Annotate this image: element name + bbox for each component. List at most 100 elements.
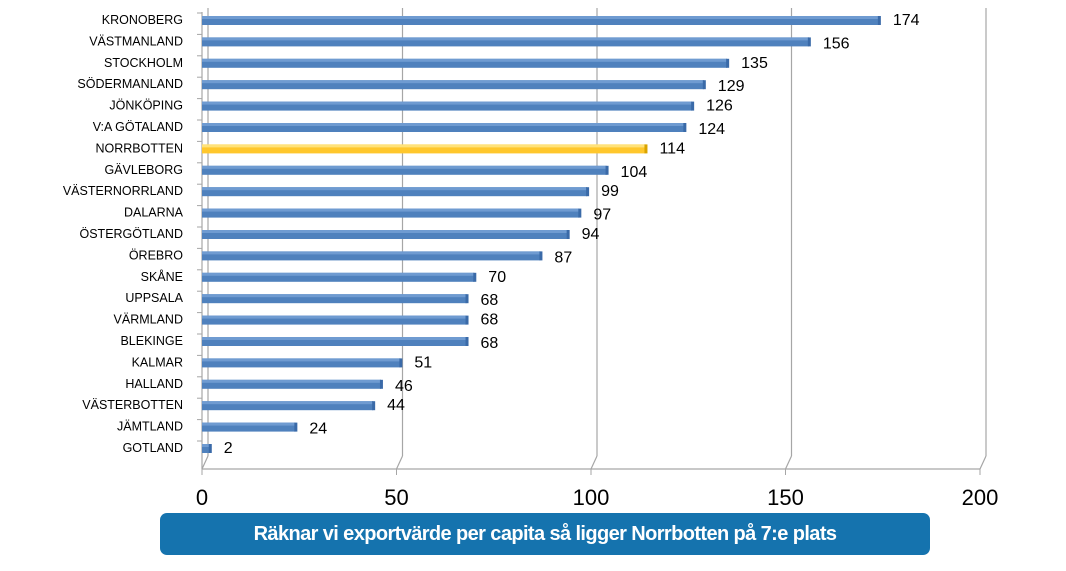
- bar: [202, 379, 381, 389]
- category-label: VÄSTMANLAND: [89, 34, 183, 48]
- floor-line: [395, 455, 404, 470]
- data-label: 24: [309, 421, 327, 438]
- bar-highlight: [202, 187, 588, 191]
- data-label: 70: [488, 269, 506, 286]
- bar: [202, 294, 467, 304]
- bar-end: [877, 16, 881, 25]
- data-label: 97: [593, 207, 611, 224]
- bar-end: [586, 187, 590, 197]
- bar-highlight: [202, 358, 401, 362]
- bar-highlight: [202, 80, 704, 84]
- bar: [202, 251, 541, 261]
- bar: [202, 401, 374, 411]
- bar-highlight: [202, 294, 467, 298]
- data-label: 124: [698, 121, 725, 138]
- category-label: NORRBOTTEN: [96, 141, 184, 155]
- bar-end: [539, 251, 543, 261]
- category-label: VÄSTERNORRLAND: [63, 184, 183, 198]
- bar: [202, 123, 685, 132]
- category-label: KALMAR: [132, 355, 183, 369]
- bar-end: [691, 101, 695, 111]
- bar-end: [294, 422, 298, 432]
- category-label: SKÅNE: [141, 269, 183, 284]
- bar-end: [807, 37, 811, 47]
- bar-end: [566, 230, 570, 239]
- data-label: 104: [621, 164, 648, 181]
- data-label: 68: [481, 335, 499, 352]
- data-label: 68: [481, 312, 499, 329]
- bar-end: [578, 208, 582, 218]
- floor-line: [784, 455, 793, 470]
- category-label: UPPSALA: [125, 291, 183, 305]
- bar: [202, 101, 693, 111]
- bar-end: [605, 165, 609, 175]
- category-label: STOCKHOLM: [104, 56, 183, 70]
- category-label: VÄSTERBOTTEN: [82, 398, 183, 412]
- category-label: ÖREBRO: [129, 248, 183, 262]
- data-label: 44: [387, 397, 405, 414]
- x-tick-label: 50: [384, 485, 408, 510]
- floor-line: [201, 455, 209, 470]
- x-tick-label: 0: [196, 485, 208, 510]
- bar: [202, 37, 809, 47]
- bar-highlight: [202, 422, 296, 426]
- category-label: HALLAND: [125, 377, 183, 391]
- bar-highlight: [202, 315, 467, 319]
- bar: [202, 80, 704, 90]
- bar: [202, 337, 467, 346]
- bar-highlight: [202, 58, 728, 62]
- bar-highlight: [202, 165, 607, 169]
- bar-end: [702, 80, 706, 90]
- bar-end: [208, 444, 212, 453]
- bar-highlight: [202, 144, 646, 148]
- data-label: 87: [554, 249, 572, 266]
- bar: [202, 144, 646, 154]
- bar-end: [465, 315, 469, 325]
- bar-end: [379, 379, 383, 389]
- bar-highlight: [202, 123, 685, 126]
- category-label: DALARNA: [124, 206, 184, 220]
- bar-highlight: [202, 444, 210, 447]
- x-tick-label: 100: [573, 485, 610, 510]
- bar: [202, 16, 879, 25]
- x-tick-label: 150: [767, 485, 804, 510]
- caption-banner: Räknar vi exportvärde per capita så ligg…: [160, 513, 930, 555]
- bar-highlight: [202, 401, 374, 405]
- bar-end: [683, 123, 687, 132]
- category-label: SÖDERMANLAND: [77, 77, 183, 91]
- bar-highlight: [202, 101, 693, 105]
- data-label: 51: [414, 354, 432, 371]
- bar: [202, 444, 210, 453]
- data-label: 99: [601, 183, 619, 200]
- bar-highlight: [202, 230, 568, 233]
- data-label: 174: [893, 12, 920, 29]
- bar-end: [399, 358, 403, 368]
- category-label: JÄMTLAND: [117, 420, 183, 434]
- data-label: 126: [706, 98, 733, 115]
- category-label: JÖNKÖPING: [109, 99, 183, 113]
- category-label: BLEKINGE: [120, 334, 183, 348]
- data-label: 156: [823, 35, 850, 52]
- category-label: GÄVLEBORG: [105, 163, 184, 177]
- bar-highlight: [202, 16, 879, 19]
- bar: [202, 187, 588, 197]
- bar-end: [465, 337, 469, 346]
- bar: [202, 272, 475, 282]
- floor-line: [979, 455, 987, 470]
- bar-highlight: [202, 251, 541, 255]
- category-label: V:A GÖTALAND: [93, 120, 183, 134]
- bar-end: [644, 144, 648, 154]
- bar-end: [465, 294, 469, 304]
- bar-highlight: [202, 208, 580, 212]
- bar: [202, 422, 296, 432]
- data-label: 94: [582, 226, 600, 243]
- bar-highlight: [202, 379, 381, 383]
- data-label: 68: [481, 292, 499, 309]
- bar: [202, 230, 568, 239]
- x-tick-label: 200: [962, 485, 999, 510]
- bar-highlight: [202, 272, 475, 276]
- category-label: KRONOBERG: [102, 13, 183, 27]
- category-label: GOTLAND: [123, 441, 183, 455]
- bar: [202, 165, 607, 175]
